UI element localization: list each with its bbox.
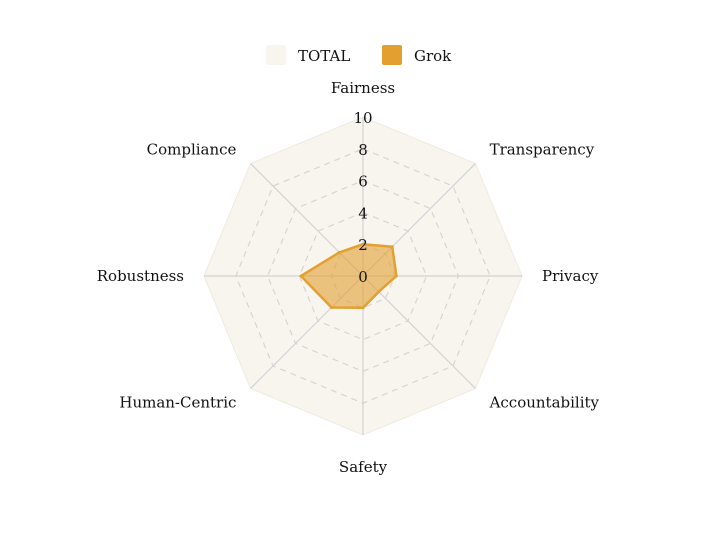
radial-tick-labels: 0 2 4 6 8 10 xyxy=(353,109,372,286)
grok-point-transparency xyxy=(390,245,394,249)
axis-label-transparency: Transparency xyxy=(490,140,595,158)
grok-point-privacy xyxy=(394,274,398,278)
axis-label-privacy: Privacy xyxy=(542,267,599,285)
tick-label-2: 2 xyxy=(358,236,368,254)
grok-point-compliance xyxy=(337,250,341,254)
axis-label-safety: Safety xyxy=(339,458,388,476)
tick-label-8: 8 xyxy=(358,141,368,159)
grid-ring-4 xyxy=(298,211,428,341)
tick-label-4: 4 xyxy=(358,204,368,222)
legend-swatch-total xyxy=(266,45,286,65)
tick-label-6: 6 xyxy=(358,173,368,191)
axis-label-compliance: Compliance xyxy=(147,140,237,158)
axis-label-robustness: Robustness xyxy=(97,267,184,285)
grid-ring-6 xyxy=(266,179,460,373)
radar-series xyxy=(299,242,398,310)
axis-label-accountability: Accountability xyxy=(489,394,600,412)
legend-label-grok: Grok xyxy=(414,47,452,65)
grok-point-human-centric xyxy=(330,305,334,309)
grok-point-fairness xyxy=(361,242,365,246)
legend-item-total[interactable]: TOTAL xyxy=(266,45,350,65)
legend: TOTAL Grok xyxy=(266,45,452,65)
grok-point-robustness xyxy=(299,274,303,278)
axis-label-fairness: Fairness xyxy=(331,79,395,97)
spoke-accountability xyxy=(362,275,476,389)
grok-point-safety xyxy=(361,306,365,310)
tick-label-10: 10 xyxy=(353,109,372,127)
grok-point-accountability xyxy=(377,290,381,294)
tick-label-0: 0 xyxy=(358,268,368,286)
legend-item-grok[interactable]: Grok xyxy=(382,45,452,65)
legend-swatch-grok xyxy=(382,45,402,65)
axis-labels: Fairness Transparency Privacy Accountabilit… xyxy=(97,79,600,476)
legend-label-total: TOTAL xyxy=(298,47,350,65)
axis-label-human-centric: Human-Centric xyxy=(119,394,236,412)
